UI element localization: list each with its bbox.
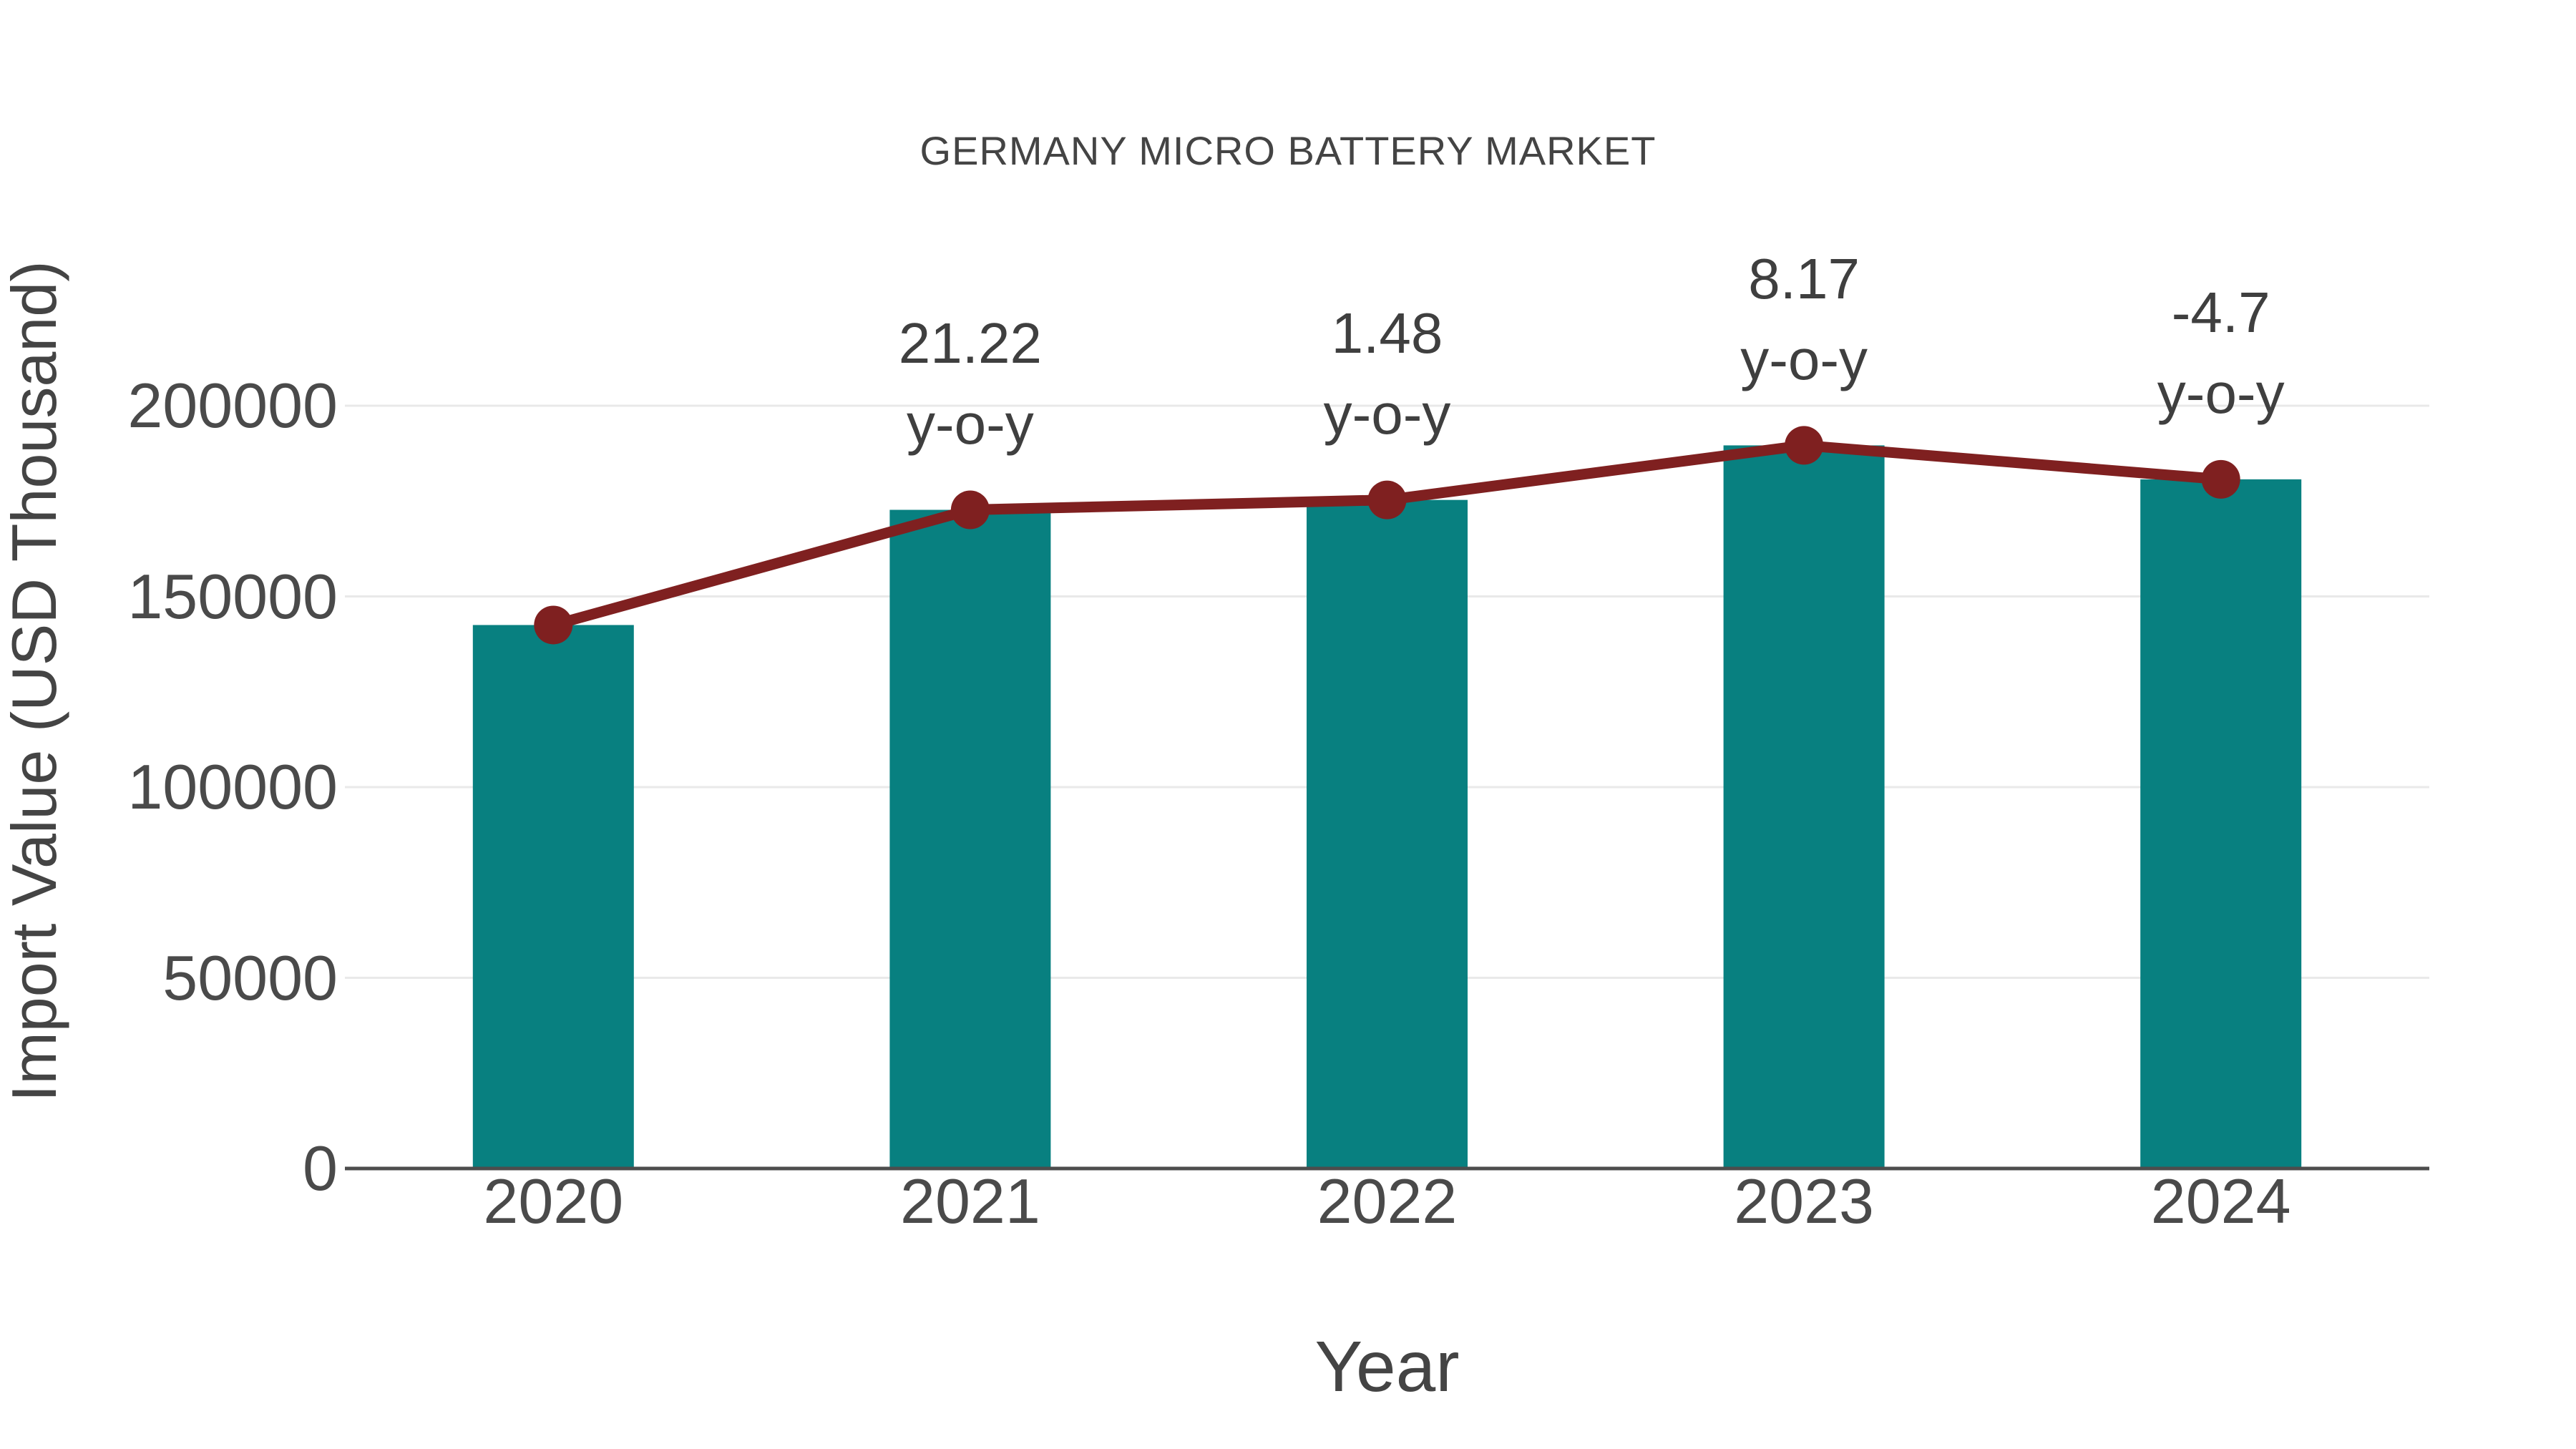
y-tick-label-100000: 100000 — [127, 751, 338, 822]
bar-2022[interactable] — [1307, 499, 1468, 1169]
y-tick-label-0: 0 — [303, 1133, 338, 1204]
bar-2023[interactable] — [1723, 445, 1885, 1169]
x-tick-label-2020: 2020 — [483, 1166, 624, 1236]
y-tick-label-150000: 150000 — [127, 560, 338, 632]
yoy-annotation-2021: 21.22 y-o-y — [898, 311, 1042, 456]
yoy-annotation-2022: 1.48 y-o-y — [1323, 301, 1451, 447]
trend-marker-2020[interactable] — [534, 605, 573, 645]
trend-marker-2021[interactable] — [950, 490, 990, 530]
x-tick-label-2021: 2021 — [900, 1166, 1040, 1236]
bar-2024[interactable] — [2140, 479, 2302, 1169]
yoy-annotation-2024: -4.7 y-o-y — [2157, 280, 2285, 426]
x-tick-label-2023: 2023 — [1734, 1166, 1874, 1236]
yoy-annotation-2023: 8.17 y-o-y — [1740, 246, 1868, 391]
x-tick-label-2024: 2024 — [2150, 1166, 2291, 1236]
trend-marker-2024[interactable] — [2201, 459, 2240, 499]
x-axis-title: Year — [1314, 1327, 1460, 1407]
chart-title: GERMANY MICRO BATTERY MARKET — [919, 128, 1657, 173]
bar-2021[interactable] — [889, 509, 1051, 1169]
bar-2020[interactable] — [472, 625, 634, 1169]
y-tick-label-200000: 200000 — [127, 370, 338, 441]
trend-marker-2023[interactable] — [1785, 426, 1824, 465]
trend-marker-2022[interactable] — [1367, 480, 1407, 519]
x-tick-label-2022: 2022 — [1317, 1166, 1458, 1236]
y-axis-title: Import Value (USD Thousand) — [0, 260, 69, 1103]
y-tick-label-50000: 50000 — [162, 942, 338, 1013]
